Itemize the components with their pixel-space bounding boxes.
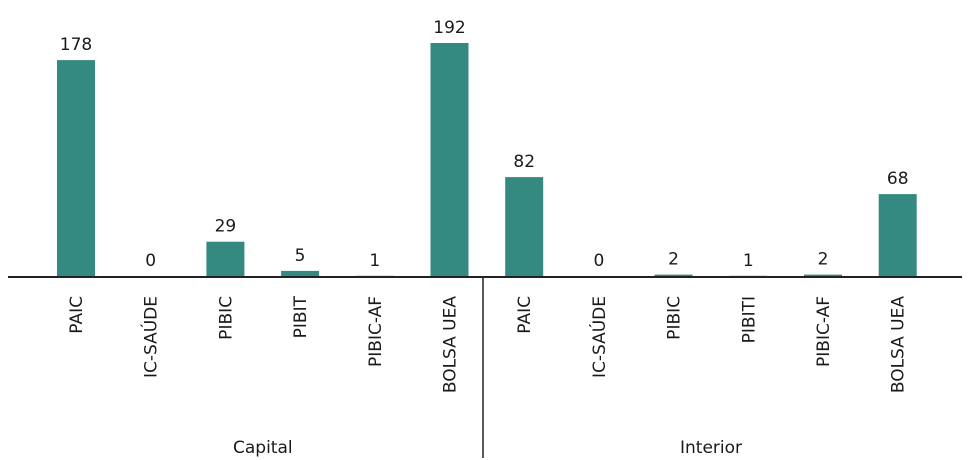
value-label: 29 — [215, 217, 237, 237]
bar-capital-pibic — [206, 241, 245, 277]
category-label: PIBIC — [665, 296, 685, 340]
value-label: 2 — [818, 250, 829, 270]
category-label: PIBIT — [291, 295, 311, 338]
category-label: PAIC — [515, 296, 535, 334]
category-label: BOLSA UEA — [441, 296, 461, 394]
value-label: 82 — [513, 152, 535, 172]
bar-capital-bolsa-uea — [430, 43, 469, 277]
value-label: 2 — [668, 250, 679, 270]
value-label: 0 — [593, 251, 604, 271]
value-label: 5 — [295, 246, 306, 266]
category-label: IC-SAÚDE — [588, 296, 610, 378]
bar-capital-paic — [57, 60, 95, 277]
bar-interior-bolsa-uea — [878, 194, 917, 277]
bar-interior-paic — [505, 177, 544, 277]
bar-capital-pibit — [281, 270, 320, 277]
bar-interior-pibic-af — [804, 274, 842, 277]
group-label: Capital — [233, 438, 293, 458]
value-label: 0 — [145, 251, 156, 271]
group-labels-layer: Capital Interior — [233, 438, 742, 458]
category-label: PAIC — [67, 296, 87, 334]
category-label: IC-SAÚDE — [140, 296, 162, 378]
value-label: 192 — [433, 18, 465, 38]
bars-layer — [57, 43, 917, 277]
value-label: 178 — [60, 35, 92, 55]
category-label: PIBIC — [216, 296, 236, 340]
category-label: PIBITI — [739, 296, 759, 343]
value-label: 1 — [369, 251, 380, 271]
group-label: Interior — [680, 438, 742, 458]
category-label: PIBIC-AF — [814, 296, 834, 367]
bar-interior-pibic — [654, 274, 693, 277]
labels-layer: 178 PAIC 0 IC-SAÚDE 29 PIBIC 5 PIBIT 1 PIBIC-AF 19… — [60, 18, 909, 393]
value-label: 1 — [743, 251, 754, 271]
category-label: PIBIC-AF — [366, 296, 386, 367]
category-label: BOLSA UEA — [889, 296, 909, 394]
value-label: 68 — [887, 169, 909, 189]
